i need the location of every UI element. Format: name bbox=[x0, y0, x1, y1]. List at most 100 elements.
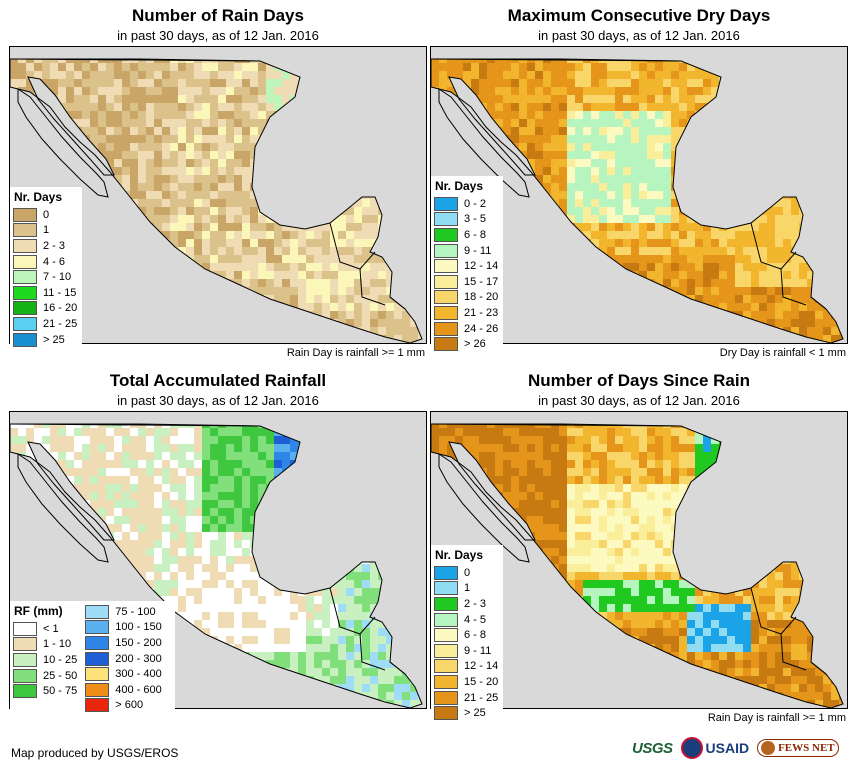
legend-label: > 600 bbox=[115, 699, 144, 712]
legend-swatch bbox=[13, 223, 37, 238]
legend-swatch bbox=[434, 628, 458, 643]
legend-label: > 26 bbox=[464, 338, 486, 351]
map-svg bbox=[10, 412, 426, 708]
legend-label: 9 - 11 bbox=[464, 644, 492, 657]
legend-swatch bbox=[434, 706, 458, 721]
legend-item: 16 - 20 bbox=[13, 301, 77, 317]
legend-label: 1 bbox=[43, 224, 50, 237]
legend-swatch bbox=[13, 684, 37, 699]
legend-label: < 1 bbox=[43, 622, 59, 635]
legend-item: 3 - 5 bbox=[434, 212, 498, 228]
legend-item: 75 - 100 bbox=[85, 604, 161, 620]
legend-column-2: 75 - 100 100 - 150 150 - 200 200 - 300 300 -… bbox=[85, 604, 162, 714]
panel-subtitle: in past 30 days, as of 12 Jan. 2016 bbox=[538, 393, 740, 408]
legend-label: 400 - 600 bbox=[115, 683, 162, 696]
panel-note: Dry Day is rainfall < 1 mm bbox=[719, 347, 846, 359]
gulf-of-california bbox=[17, 453, 109, 563]
legend-label: 6 - 8 bbox=[464, 629, 487, 642]
legend-item: 1 bbox=[434, 581, 498, 597]
legend-swatch bbox=[434, 674, 458, 689]
fews-logo-text: FEWS NET bbox=[778, 742, 835, 754]
legend-days-since-rain: Nr. Days 0 1 2 - 3 4 - 5 6 - 8 9 - 11 12 - 14 1… bbox=[431, 545, 504, 725]
legend-swatch bbox=[434, 274, 458, 289]
legend-item: 10 - 25 bbox=[13, 652, 77, 668]
legend-swatch bbox=[434, 212, 458, 227]
panel-title: Maximum Consecutive Dry Days bbox=[507, 6, 771, 25]
legend-swatch bbox=[434, 259, 458, 274]
legend-item: > 600 bbox=[85, 698, 161, 714]
legend-swatch bbox=[434, 659, 458, 674]
legend-label: 6 - 8 bbox=[464, 228, 487, 241]
usaid-logo: USAID bbox=[680, 737, 750, 759]
panel-title: Total Accumulated Rainfall bbox=[109, 371, 327, 390]
legend-label: 300 - 400 bbox=[115, 668, 162, 681]
legend-label: 24 - 26 bbox=[464, 322, 499, 335]
legend-title: Nr. Days bbox=[435, 179, 484, 193]
legend-item: 7 - 10 bbox=[13, 269, 77, 285]
legend-label: 11 - 15 bbox=[43, 286, 77, 299]
legend-item: 0 bbox=[434, 565, 498, 581]
legend-item: < 1 bbox=[13, 621, 77, 637]
legend-item: 12 - 14 bbox=[434, 659, 498, 675]
legend-label: 4 - 5 bbox=[464, 613, 487, 626]
legend-item: 4 - 5 bbox=[434, 612, 498, 628]
legend-label: 1 - 10 bbox=[43, 638, 72, 651]
baja-peninsula-outline bbox=[448, 76, 536, 176]
legend-item: 2 - 3 bbox=[434, 596, 498, 612]
legend-label: 0 bbox=[464, 566, 471, 579]
legend-label: 12 - 14 bbox=[464, 260, 499, 273]
legend-label: > 25 bbox=[43, 333, 65, 346]
panel-note: Rain Day is rainfall >= 1 mm bbox=[707, 712, 846, 724]
legend-item: > 25 bbox=[13, 332, 77, 348]
logo-bar: USGS USAID FEWS NET bbox=[632, 734, 839, 762]
legend-swatch bbox=[85, 635, 110, 650]
legend-swatch bbox=[434, 305, 458, 320]
legend-label: 18 - 20 bbox=[464, 291, 499, 304]
legend-item: 300 - 400 bbox=[85, 666, 162, 682]
legend-item: 18 - 20 bbox=[434, 290, 498, 306]
fews-seal-icon bbox=[761, 741, 776, 755]
legend-swatch bbox=[434, 612, 458, 627]
legend-swatch bbox=[434, 290, 458, 305]
legend-label: 25 - 50 bbox=[43, 669, 78, 682]
legend-label: 75 - 100 bbox=[115, 605, 156, 618]
legend-label: 21 - 23 bbox=[464, 306, 499, 319]
legend-label: 16 - 20 bbox=[43, 302, 78, 315]
legend-swatch bbox=[434, 196, 458, 211]
legend-label: 4 - 6 bbox=[43, 255, 66, 268]
legend-label: 200 - 300 bbox=[115, 652, 162, 665]
legend-swatch bbox=[13, 270, 37, 285]
legend-swatch bbox=[434, 243, 458, 258]
legend-swatch bbox=[434, 581, 458, 596]
legend-swatch bbox=[13, 238, 37, 253]
usaid-logo-text: USAID bbox=[705, 740, 750, 756]
legend-item: 21 - 25 bbox=[13, 316, 77, 332]
map-accumulated-rainfall bbox=[9, 411, 427, 709]
legend-label: 0 bbox=[43, 208, 50, 221]
legend-rain-days: Nr. Days 0 1 2 - 3 4 - 6 7 - 10 11 - 15 16 - 2… bbox=[10, 187, 83, 352]
legend-item: 150 - 200 bbox=[85, 635, 162, 651]
legend-item: 21 - 23 bbox=[434, 305, 498, 321]
legend-swatch bbox=[85, 620, 110, 635]
legend-item: 15 - 17 bbox=[434, 274, 498, 290]
legend-label: 0 - 2 bbox=[464, 197, 487, 210]
gulf-of-california bbox=[17, 88, 109, 198]
legend-item: 0 - 2 bbox=[434, 196, 498, 212]
panel-subtitle: in past 30 days, as of 12 Jan. 2016 bbox=[117, 393, 319, 408]
legend-label: 12 - 14 bbox=[464, 660, 499, 673]
legend-title: RF (mm) bbox=[14, 604, 63, 618]
baja-peninsula-outline bbox=[27, 441, 115, 541]
legend-item: 0 bbox=[13, 207, 77, 223]
legend-swatch bbox=[13, 637, 37, 652]
legend-item: 200 - 300 bbox=[85, 651, 162, 667]
legend-label: 3 - 5 bbox=[464, 213, 487, 226]
legend-swatch bbox=[85, 604, 110, 619]
legend-item: 25 - 50 bbox=[13, 668, 77, 684]
legend-label: 50 - 75 bbox=[43, 685, 78, 698]
country-borders bbox=[431, 423, 827, 675]
legend-swatch bbox=[13, 621, 37, 636]
map-rain-days bbox=[9, 46, 427, 344]
legend-swatch bbox=[13, 301, 37, 316]
legend-label: 100 - 150 bbox=[115, 621, 162, 634]
legend-label: 2 - 3 bbox=[43, 239, 66, 252]
